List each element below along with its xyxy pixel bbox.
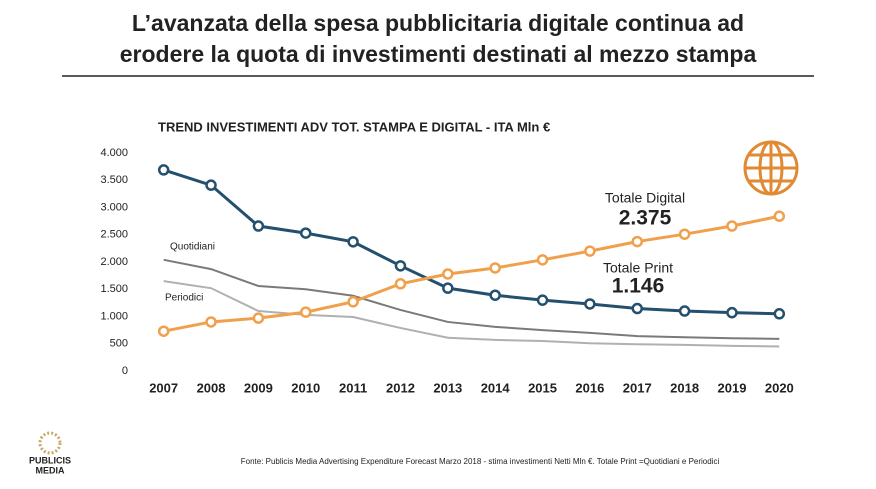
point xyxy=(205,316,217,328)
x-tick-label: 2017 xyxy=(623,380,652,395)
series-label: Quotidiani xyxy=(170,242,215,253)
x-tick-label: 2014 xyxy=(481,380,511,395)
point xyxy=(773,308,786,320)
point xyxy=(347,236,359,248)
page-title-line: L’avanzata della spesa pubblicitaria dig… xyxy=(132,10,744,36)
series-line xyxy=(163,214,780,333)
logo-text: MEDIA xyxy=(36,465,66,475)
point xyxy=(489,289,501,301)
x-tick-label: 2020 xyxy=(765,380,794,395)
point xyxy=(773,210,786,222)
point xyxy=(678,228,691,240)
series-label: Totale Digital xyxy=(605,190,685,206)
annotation: 2.375 xyxy=(619,207,672,230)
y-tick-label: 1.500 xyxy=(100,283,128,295)
y-tick-label: 3.000 xyxy=(100,201,128,213)
x-tick-label: 2019 xyxy=(718,380,747,395)
x-tick-label: 2008 xyxy=(197,380,226,395)
point xyxy=(536,294,549,306)
point xyxy=(394,278,407,290)
point xyxy=(300,306,312,318)
series-label: Totale Print xyxy=(603,260,673,276)
point xyxy=(394,260,407,272)
series-label: Periodici xyxy=(165,293,203,304)
point xyxy=(157,164,170,176)
y-tick-label: 1.000 xyxy=(100,310,128,322)
x-tick-label: 2016 xyxy=(575,380,604,395)
point xyxy=(584,245,596,257)
point xyxy=(347,296,359,308)
y-tick-label: 500 xyxy=(110,338,128,350)
logo: PUBLICIS MEDIA xyxy=(29,431,71,475)
y-tick-label: 0 xyxy=(122,365,128,377)
point xyxy=(252,312,265,324)
source-note: Fonte: Publicis Media Advertising Expend… xyxy=(241,457,720,466)
y-tick-label: 4.000 xyxy=(100,147,128,159)
logo-text: PUBLICIS xyxy=(29,455,71,465)
x-tick-label: 2015 xyxy=(528,380,557,395)
y-tick-label: 3.500 xyxy=(100,174,128,186)
x-tick-label: 2013 xyxy=(433,380,462,395)
point xyxy=(726,220,738,232)
point xyxy=(300,227,312,239)
point xyxy=(442,268,454,280)
x-tick-label: 2011 xyxy=(339,380,367,395)
series-line xyxy=(163,280,780,348)
point xyxy=(678,305,691,317)
x-tick-label: 2010 xyxy=(291,380,320,395)
point xyxy=(442,282,454,294)
page-title-line: erodere la quota di investimenti destina… xyxy=(120,41,757,67)
point xyxy=(489,262,501,274)
point xyxy=(584,298,596,310)
x-tick-label: 2009 xyxy=(244,380,273,395)
point xyxy=(157,325,170,337)
point xyxy=(631,302,643,315)
series-line xyxy=(163,258,780,340)
x-tick-label: 2007 xyxy=(149,380,178,395)
point xyxy=(536,254,549,266)
chart-title: TREND INVESTIMENTI ADV TOT. STAMPA E DIG… xyxy=(158,119,550,134)
y-tick-label: 2.500 xyxy=(100,229,128,241)
y-tick-label: 2.000 xyxy=(100,256,128,268)
point xyxy=(252,220,265,232)
point xyxy=(726,306,738,319)
globe-icon xyxy=(743,140,799,196)
x-tick-label: 2012 xyxy=(386,380,415,395)
x-tick-label: 2018 xyxy=(670,380,699,395)
point xyxy=(205,179,217,191)
point xyxy=(631,235,643,248)
annotation: 1.146 xyxy=(612,275,665,298)
series-line xyxy=(163,168,780,316)
